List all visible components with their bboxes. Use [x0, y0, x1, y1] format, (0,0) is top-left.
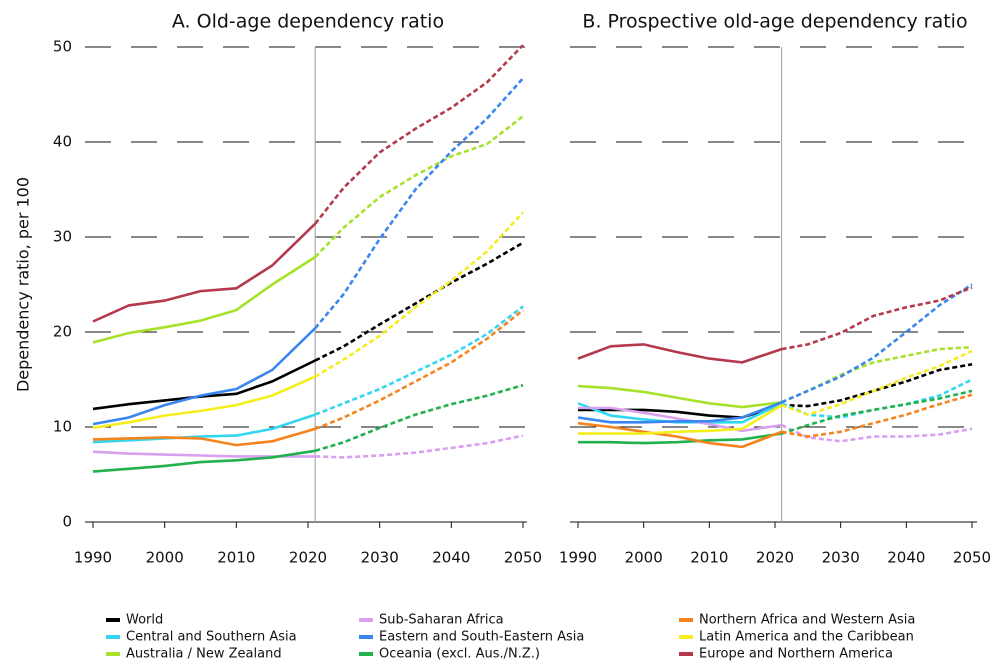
- series-line-projected: [314, 211, 524, 378]
- series-line-projected: [314, 44, 524, 225]
- x-tick-label: 2010: [217, 549, 255, 567]
- series-line-projected: [781, 393, 973, 438]
- series-line-observed: [577, 401, 783, 424]
- series-line-projected: [781, 363, 973, 408]
- x-tick-label: 2040: [432, 549, 470, 567]
- x-tick-label: 2020: [756, 549, 794, 567]
- legend-label: Europe and Northern America: [699, 647, 893, 662]
- series-line-projected: [314, 305, 524, 416]
- series-line-projected: [314, 241, 524, 362]
- legend-label: Northern Africa and Western Asia: [699, 613, 915, 628]
- chart-title: B. Prospective old-age dependency ratio: [582, 11, 967, 33]
- chart-title: A. Old-age dependency ratio: [172, 11, 444, 33]
- y-tick-label: 40: [53, 133, 72, 151]
- x-tick-label: 2000: [146, 549, 184, 567]
- y-tick-label: 0: [62, 513, 72, 531]
- series-line-observed: [578, 406, 782, 433]
- y-tick-label: 30: [53, 228, 72, 246]
- series-line-observed: [577, 343, 783, 364]
- series-line-observed: [92, 413, 316, 444]
- series-line-observed: [92, 255, 316, 344]
- y-tick-label: 10: [53, 418, 72, 436]
- series-line-projected: [314, 115, 524, 258]
- x-tick-label: 2040: [887, 549, 925, 567]
- legend-label: Sub-Saharan Africa: [379, 613, 504, 628]
- legend-label: Oceania (excl. Aus./N.Z.): [379, 647, 540, 662]
- y-axis-label: Dependency ratio, per 100: [14, 177, 33, 392]
- x-tick-label: 2020: [289, 549, 327, 567]
- series-line-observed: [92, 359, 316, 411]
- x-tick-label: 2000: [625, 549, 663, 567]
- series-line-projected: [314, 77, 524, 330]
- series-line-observed: [92, 375, 316, 430]
- x-tick-label: 2050: [504, 549, 542, 567]
- x-tick-label: 2010: [690, 549, 728, 567]
- series-line-observed: [578, 432, 782, 445]
- legend-label: Eastern and South-Eastern Asia: [379, 630, 584, 645]
- series-line-observed: [92, 427, 316, 447]
- x-tick-label: 1990: [74, 549, 112, 567]
- series-line-projected: [781, 286, 973, 351]
- x-tick-label: 2030: [361, 549, 399, 567]
- series-line-projected: [315, 434, 524, 459]
- legend-label: World: [126, 613, 163, 628]
- series-line-observed: [92, 449, 316, 473]
- series-line-observed: [577, 384, 782, 409]
- legend-label: Australia / New Zealand: [126, 647, 282, 662]
- series-line-observed: [92, 327, 317, 426]
- series-line-projected: [314, 309, 524, 431]
- legend-label: Central and Southern Asia: [126, 630, 297, 645]
- series-line-observed: [578, 403, 783, 435]
- legend-label: Latin America and the Caribbean: [699, 630, 914, 645]
- x-tick-label: 1990: [559, 549, 597, 567]
- x-tick-label: 2030: [822, 549, 860, 567]
- y-tick-label: 20: [53, 323, 72, 341]
- series-line-projected: [781, 378, 973, 419]
- y-tick-label: 50: [53, 38, 72, 56]
- series-line-observed: [577, 421, 783, 449]
- series-line-projected: [781, 389, 973, 435]
- series-line-projected: [781, 349, 973, 416]
- series-line-projected: [781, 283, 973, 404]
- series-line-projected: [314, 383, 524, 453]
- series-line-observed: [92, 222, 317, 323]
- series-line-projected: [781, 423, 973, 443]
- x-tick-label: 2050: [953, 549, 991, 567]
